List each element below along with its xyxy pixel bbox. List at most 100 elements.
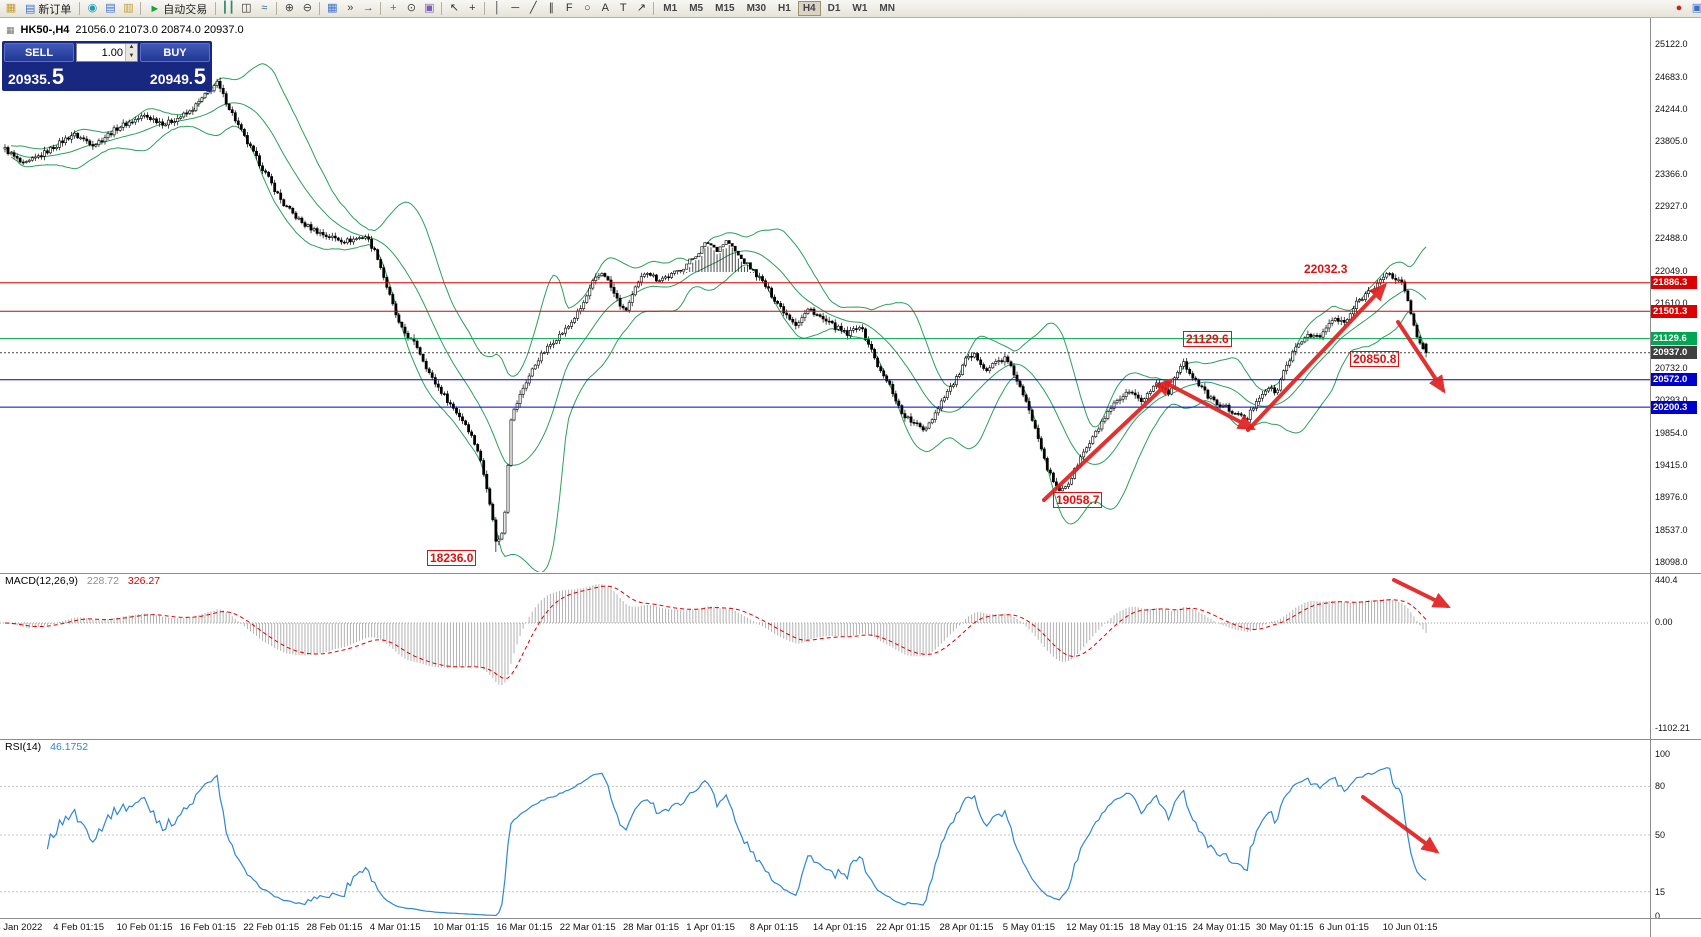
line-chart-icon[interactable]: ≈ (261, 2, 268, 14)
trend-arrow[interactable] (1246, 282, 1388, 432)
rsi-header: RSI(14) 46.1752 (5, 741, 88, 753)
bollinger-upper-band (11, 63, 1427, 428)
autotrade-button-label: 自动交易 (163, 3, 208, 16)
price-axis-label: 23805.0 (1655, 136, 1688, 147)
timeframe-m5-button[interactable]: M5 (689, 3, 704, 14)
toolbar-separator (380, 2, 382, 15)
price-annotation[interactable]: 18236.0 (427, 550, 477, 566)
sell-button[interactable]: SELL (4, 43, 74, 62)
time-axis-label: 8 Apr 01:15 (749, 922, 799, 933)
navigator-icon[interactable]: ▥ (123, 2, 134, 14)
text-icon[interactable]: A (601, 2, 609, 14)
toolbar-separator (484, 2, 486, 15)
time-axis-label: 4 Mar 01:15 (369, 922, 421, 933)
fibonacci-icon[interactable]: F (565, 2, 573, 14)
rsi-axis-label: 15 (1655, 886, 1666, 897)
chart-shift-icon[interactable]: → (362, 2, 374, 14)
trend-arrows[interactable] (1042, 282, 1451, 854)
buy-button[interactable]: BUY (140, 43, 210, 62)
bar-chart-icon[interactable]: ┃┃ (221, 2, 235, 14)
rsi-axis-label: 100 (1655, 749, 1671, 759)
macd-histogram (7, 584, 1427, 686)
templates-icon[interactable]: ▣ (424, 2, 435, 14)
time-axis-label: 28 Feb 01:15 (306, 922, 363, 933)
macd-rsi-separator[interactable] (0, 739, 1701, 740)
price-badge: 20572.0 (1651, 373, 1697, 387)
zoom-in-icon[interactable]: ⊕ (284, 2, 294, 14)
timeframe-mn-button[interactable]: MN (879, 3, 895, 14)
price-annotation[interactable]: 21129.6 (1183, 330, 1232, 347)
main-chart-plot[interactable] (3, 63, 1428, 573)
time-axis-label: 28 Mar 01:15 (623, 922, 679, 933)
toolbar-separator (276, 2, 278, 15)
time-axis-label: 10 Mar 01:15 (433, 922, 490, 933)
trend-arrow[interactable] (1392, 578, 1451, 608)
market-watch-icon[interactable]: ◉ (87, 2, 98, 14)
autotrade-button[interactable]: ► 自动交易 (144, 1, 212, 16)
time-axis-label: 10 Feb 01:15 (116, 922, 173, 933)
trend-arrow[interactable] (1396, 320, 1446, 394)
text-label-icon[interactable]: T (619, 2, 627, 14)
arrows-tool-icon[interactable]: ↗ (636, 2, 646, 14)
cursor-icon[interactable]: ↖ (449, 2, 459, 14)
timeframe-m1-button[interactable]: M1 (663, 3, 678, 14)
data-window-icon[interactable]: ▤ (105, 2, 116, 14)
timeframe-m15-button[interactable]: M15 (715, 3, 735, 14)
autotrade-button-icon: ► (149, 2, 161, 15)
volume-spinner: ▲ ▼ (125, 44, 137, 61)
auto-scroll-icon[interactable]: » (347, 2, 354, 14)
trend-arrow[interactable] (1042, 377, 1174, 502)
timeframe-h4-button[interactable]: H4 (797, 1, 821, 16)
crosshair-icon[interactable]: + (469, 2, 476, 14)
macd-signal-line (4, 585, 1427, 680)
main-macd-separator[interactable] (0, 573, 1701, 574)
toolbar-separator (441, 2, 443, 15)
channel-icon[interactable]: ∥ (548, 2, 555, 14)
price-badge: 21886.3 (1651, 276, 1697, 290)
price-axis-label: 20293.0 (1655, 395, 1688, 405)
price-annotation[interactable]: 20850.8 (1350, 351, 1400, 368)
rsi-value: 46.1752 (50, 741, 89, 753)
main-toolbar: ▦ ▤ 新订单 ◉ ▤ ▥ ► 自动交易 ┃┃ ◫ ≈ ⊕ ⊖ ▦» → + ⊙ ▣ ↖ + │ ─ ╱ ∥ F ○ A T ↗ M1 M5… (0, 0, 1701, 18)
time-axis-label: 12 May 01:15 (1066, 922, 1124, 933)
buy-price: 20949. 5 (150, 66, 206, 88)
macd-axis-label: -1102.21 (1655, 723, 1690, 733)
volume-up-button[interactable]: ▲ (126, 44, 137, 53)
price-badge: 20200.3 (1651, 400, 1697, 414)
toolbar-separator (653, 2, 655, 15)
trend-arrow[interactable] (1164, 381, 1256, 431)
timeframe-d1-button[interactable]: D1 (827, 3, 841, 14)
price-annotation[interactable]: 22032.3 (1304, 262, 1348, 276)
trendline-icon[interactable]: ╱ (529, 2, 537, 14)
trend-arrow[interactable] (1361, 795, 1440, 854)
price-axis-label: 22927.0 (1655, 201, 1688, 211)
price-annotation[interactable]: 19058.7 (1053, 492, 1103, 509)
toolbar-separator (319, 2, 321, 15)
vertical-line-icon[interactable]: │ (493, 2, 501, 14)
chart-window-icon[interactable]: ▦ (5, 2, 17, 14)
macd-axis-label: 0.00 (1655, 617, 1673, 627)
alert-icon[interactable]: ● (1675, 2, 1683, 14)
new-order-button[interactable]: ▤ 新订单 (20, 1, 76, 16)
time-axis-label: 16 Feb 01:15 (179, 922, 236, 933)
horizontal-line-icon[interactable]: ─ (511, 2, 520, 14)
zoom-out-icon[interactable]: ⊖ (302, 2, 312, 14)
price-axis-label: 18098.0 (1655, 557, 1688, 568)
volume-down-button[interactable]: ▼ (126, 52, 137, 61)
timeframe-m30-button[interactable]: M30 (746, 3, 767, 14)
tile-windows-icon[interactable]: ▦ (327, 2, 338, 14)
periods-icon[interactable]: ⊙ (406, 2, 416, 14)
indicators-icon[interactable]: + (390, 2, 397, 14)
rsi-axis-label: 80 (1655, 781, 1666, 792)
volume-input[interactable] (77, 44, 125, 61)
macd-axis-label: 440.4 (1655, 575, 1678, 585)
time-axis-label: 16 Mar 01:15 (496, 922, 553, 933)
candlestick-icon[interactable]: ◫ (241, 2, 252, 14)
shapes-icon[interactable]: ○ (583, 2, 591, 14)
timeframe-h1-button[interactable]: H1 (778, 3, 791, 14)
window-icon[interactable]: ▣ (1691, 2, 1701, 14)
macd-main-value: 228.72 (86, 575, 119, 587)
timeframe-w1-button[interactable]: W1 (852, 3, 868, 14)
macd-header: MACD(12,26,9) 228.72 326.27 (5, 575, 160, 587)
